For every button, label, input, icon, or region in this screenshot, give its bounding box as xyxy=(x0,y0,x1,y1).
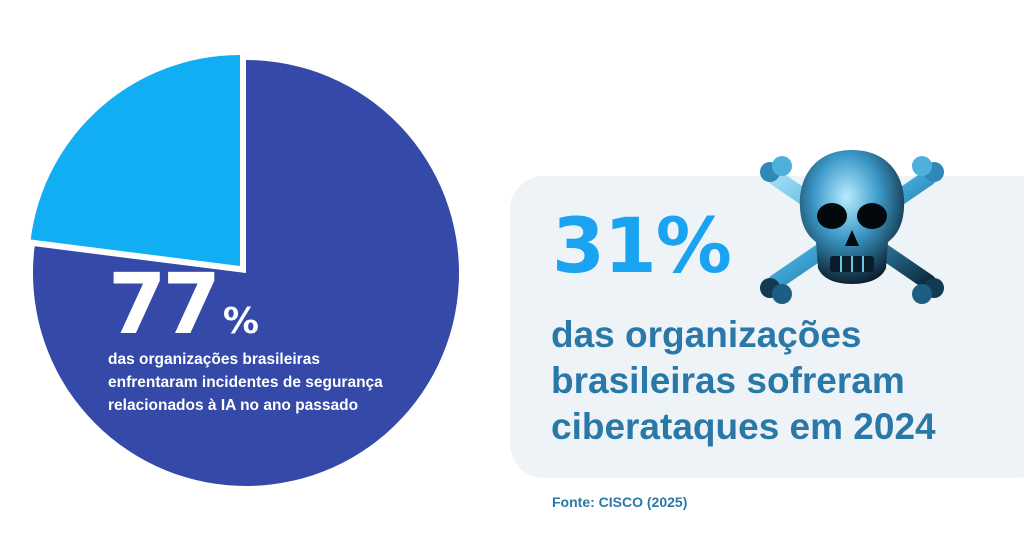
skull-crossbones-icon xyxy=(760,150,944,304)
stat-card xyxy=(510,176,1024,478)
right-desc-line-2: brasileiras sofreram xyxy=(551,360,905,401)
left-stat-percent-sign: % xyxy=(222,301,259,342)
pie-chart xyxy=(30,55,460,487)
left-stat-value: 77% xyxy=(108,262,428,346)
left-stat-number: 77 xyxy=(108,255,221,353)
pie-slice-77 xyxy=(33,60,460,487)
left-stat-description: das organizações brasileiras enfrentaram… xyxy=(108,348,428,417)
left-desc-line-2: enfrentaram incidentes de segurança xyxy=(108,374,383,391)
pie-slice-23 xyxy=(30,55,240,266)
right-stat-description: das organizações brasileiras sofreram ci… xyxy=(551,312,981,450)
source-caption: Fonte: CISCO (2025) xyxy=(552,494,688,510)
right-desc-line-3: ciberataques em 2024 xyxy=(551,406,936,447)
skull xyxy=(799,150,905,284)
right-desc-line-1: das organizações xyxy=(551,314,862,355)
right-stat-value: 31% xyxy=(552,201,732,290)
left-stat-block: 77% das organizações brasileiras enfrent… xyxy=(108,262,428,417)
left-desc-line-3: relacionados à IA no ano passado xyxy=(108,397,359,414)
left-desc-line-1: das organizações brasileiras xyxy=(108,351,320,368)
